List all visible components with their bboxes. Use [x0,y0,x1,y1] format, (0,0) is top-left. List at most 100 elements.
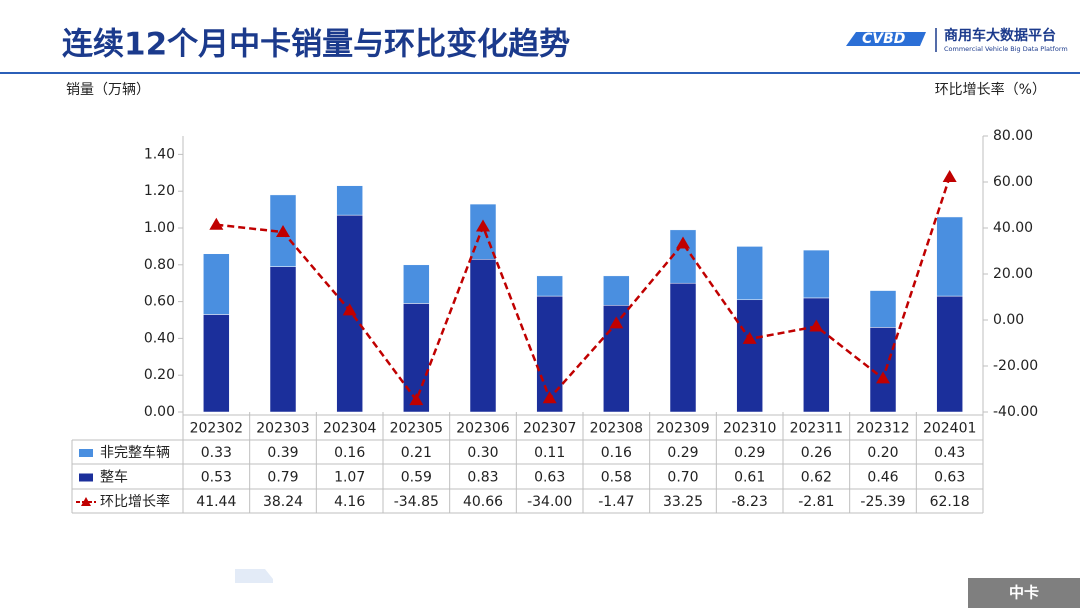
legend-key [79,473,93,482]
line-marker [342,303,357,316]
x-tick-label: 202308 [590,421,643,437]
y-tick-label: 0.40 [144,330,175,346]
legend-key [79,449,93,457]
y2-tick-label: -40.00 [993,404,1038,420]
line-marker [609,316,624,329]
table-cell: 0.58 [601,470,632,486]
table-cell: 0.20 [867,445,898,461]
bar [536,275,563,297]
legend-key [81,497,91,506]
table-cell: 0.61 [734,470,765,486]
table-cell: 0.29 [667,445,698,461]
legend-label: 环比增长率 [100,493,170,510]
y2-tick-label: 80.00 [993,128,1033,144]
x-tick-label: 202304 [323,421,377,437]
bar [469,259,497,413]
logo-letters: CVBD [862,31,905,47]
table-cell: -25.39 [860,494,905,510]
table-cell: 33.25 [663,494,703,510]
footer-tag: 中卡 [1009,584,1039,602]
legend-label: 非完整车辆 [100,444,170,461]
x-tick-label: 202302 [190,421,243,437]
table-cell: 0.63 [534,470,565,486]
bar [203,253,230,315]
table-cell: -34.00 [527,494,572,510]
line-series [216,176,951,403]
x-tick-label: 202311 [790,421,843,437]
table-cell: 0.83 [467,470,498,486]
table-cell: 40.66 [463,494,503,510]
footer-truck [195,569,273,583]
y2-tick-label: 20.00 [993,266,1033,282]
bar [803,297,830,413]
x-tick-label: 202401 [923,421,976,437]
table-cell: 0.63 [934,470,965,486]
x-tick-label: 202303 [256,421,309,437]
bar [736,299,763,413]
table-cell: 0.11 [534,445,565,461]
x-tick-label: 202309 [656,421,709,437]
x-tick-label: 202305 [390,421,443,437]
table-cell: 0.70 [667,470,698,486]
line-marker [476,219,490,232]
y2-tick-label: 40.00 [993,220,1033,236]
table-cell: 0.59 [401,470,432,486]
y-tick-label: 1.20 [144,183,175,199]
bar [203,314,230,413]
table-cell: 0.33 [201,445,232,461]
y2-tick-label: 0.00 [993,312,1024,328]
x-tick-label: 202306 [456,421,510,437]
y-tick-label: 0.80 [144,257,175,273]
table-cell: 0.21 [401,445,432,461]
table-cell: -1.47 [598,494,634,510]
table-cell: 0.16 [334,445,365,461]
line-marker [276,225,290,238]
table-cell: 0.29 [734,445,765,461]
table-cell: 62.18 [930,494,970,510]
y-tick-label: 1.00 [144,220,175,236]
bar [936,216,963,297]
chart-title: 连续12个月中卡销量与环比变化趋势 [62,27,570,63]
table-cell: 0.53 [201,470,232,486]
y-tick-label: 0.00 [144,404,175,420]
table-cell: 4.16 [334,494,365,510]
bar [603,275,630,306]
logo: CVBD 商用车大数据平台 Commercial Vehicle Big Dat… [846,27,1068,53]
table-cell: 0.30 [467,445,498,461]
bar [869,327,897,413]
y2-tick-label: 60.00 [993,174,1033,190]
logo-mark [846,32,926,46]
table-cell: 0.16 [601,445,632,461]
footer-box [968,578,1080,608]
line-marker [542,391,557,404]
table-cell: 0.46 [867,470,898,486]
line-marker [409,393,424,406]
table-cell: 0.62 [801,470,832,486]
bar [336,185,363,216]
table-cell: 0.26 [801,445,832,461]
bar [803,249,830,299]
bar [403,264,430,304]
bar [869,290,897,328]
bar [936,295,963,413]
table-cell: 1.07 [334,470,365,486]
bar [736,246,763,301]
x-tick-label: 202310 [723,421,776,437]
legend-label: 整车 [100,469,128,486]
line-marker [809,319,824,332]
line-marker [676,236,690,249]
y-tick-label: 0.60 [144,294,175,310]
y2-tick-label: -20.00 [993,358,1038,374]
y-tick-label: 1.40 [144,146,175,162]
table-cell: 38.24 [263,494,303,510]
logo-name: 商用车大数据平台 [944,27,1056,44]
x-tick-label: 202312 [856,421,909,437]
line-marker [942,169,957,182]
y2-axis-label: 环比增长率（%） [935,81,1046,98]
logo-subtitle: Commercial Vehicle Big Data Platform [944,45,1068,53]
x-tick-label: 202307 [523,421,576,437]
table-cell: 41.44 [196,494,236,510]
y-tick-label: 0.20 [144,367,175,383]
